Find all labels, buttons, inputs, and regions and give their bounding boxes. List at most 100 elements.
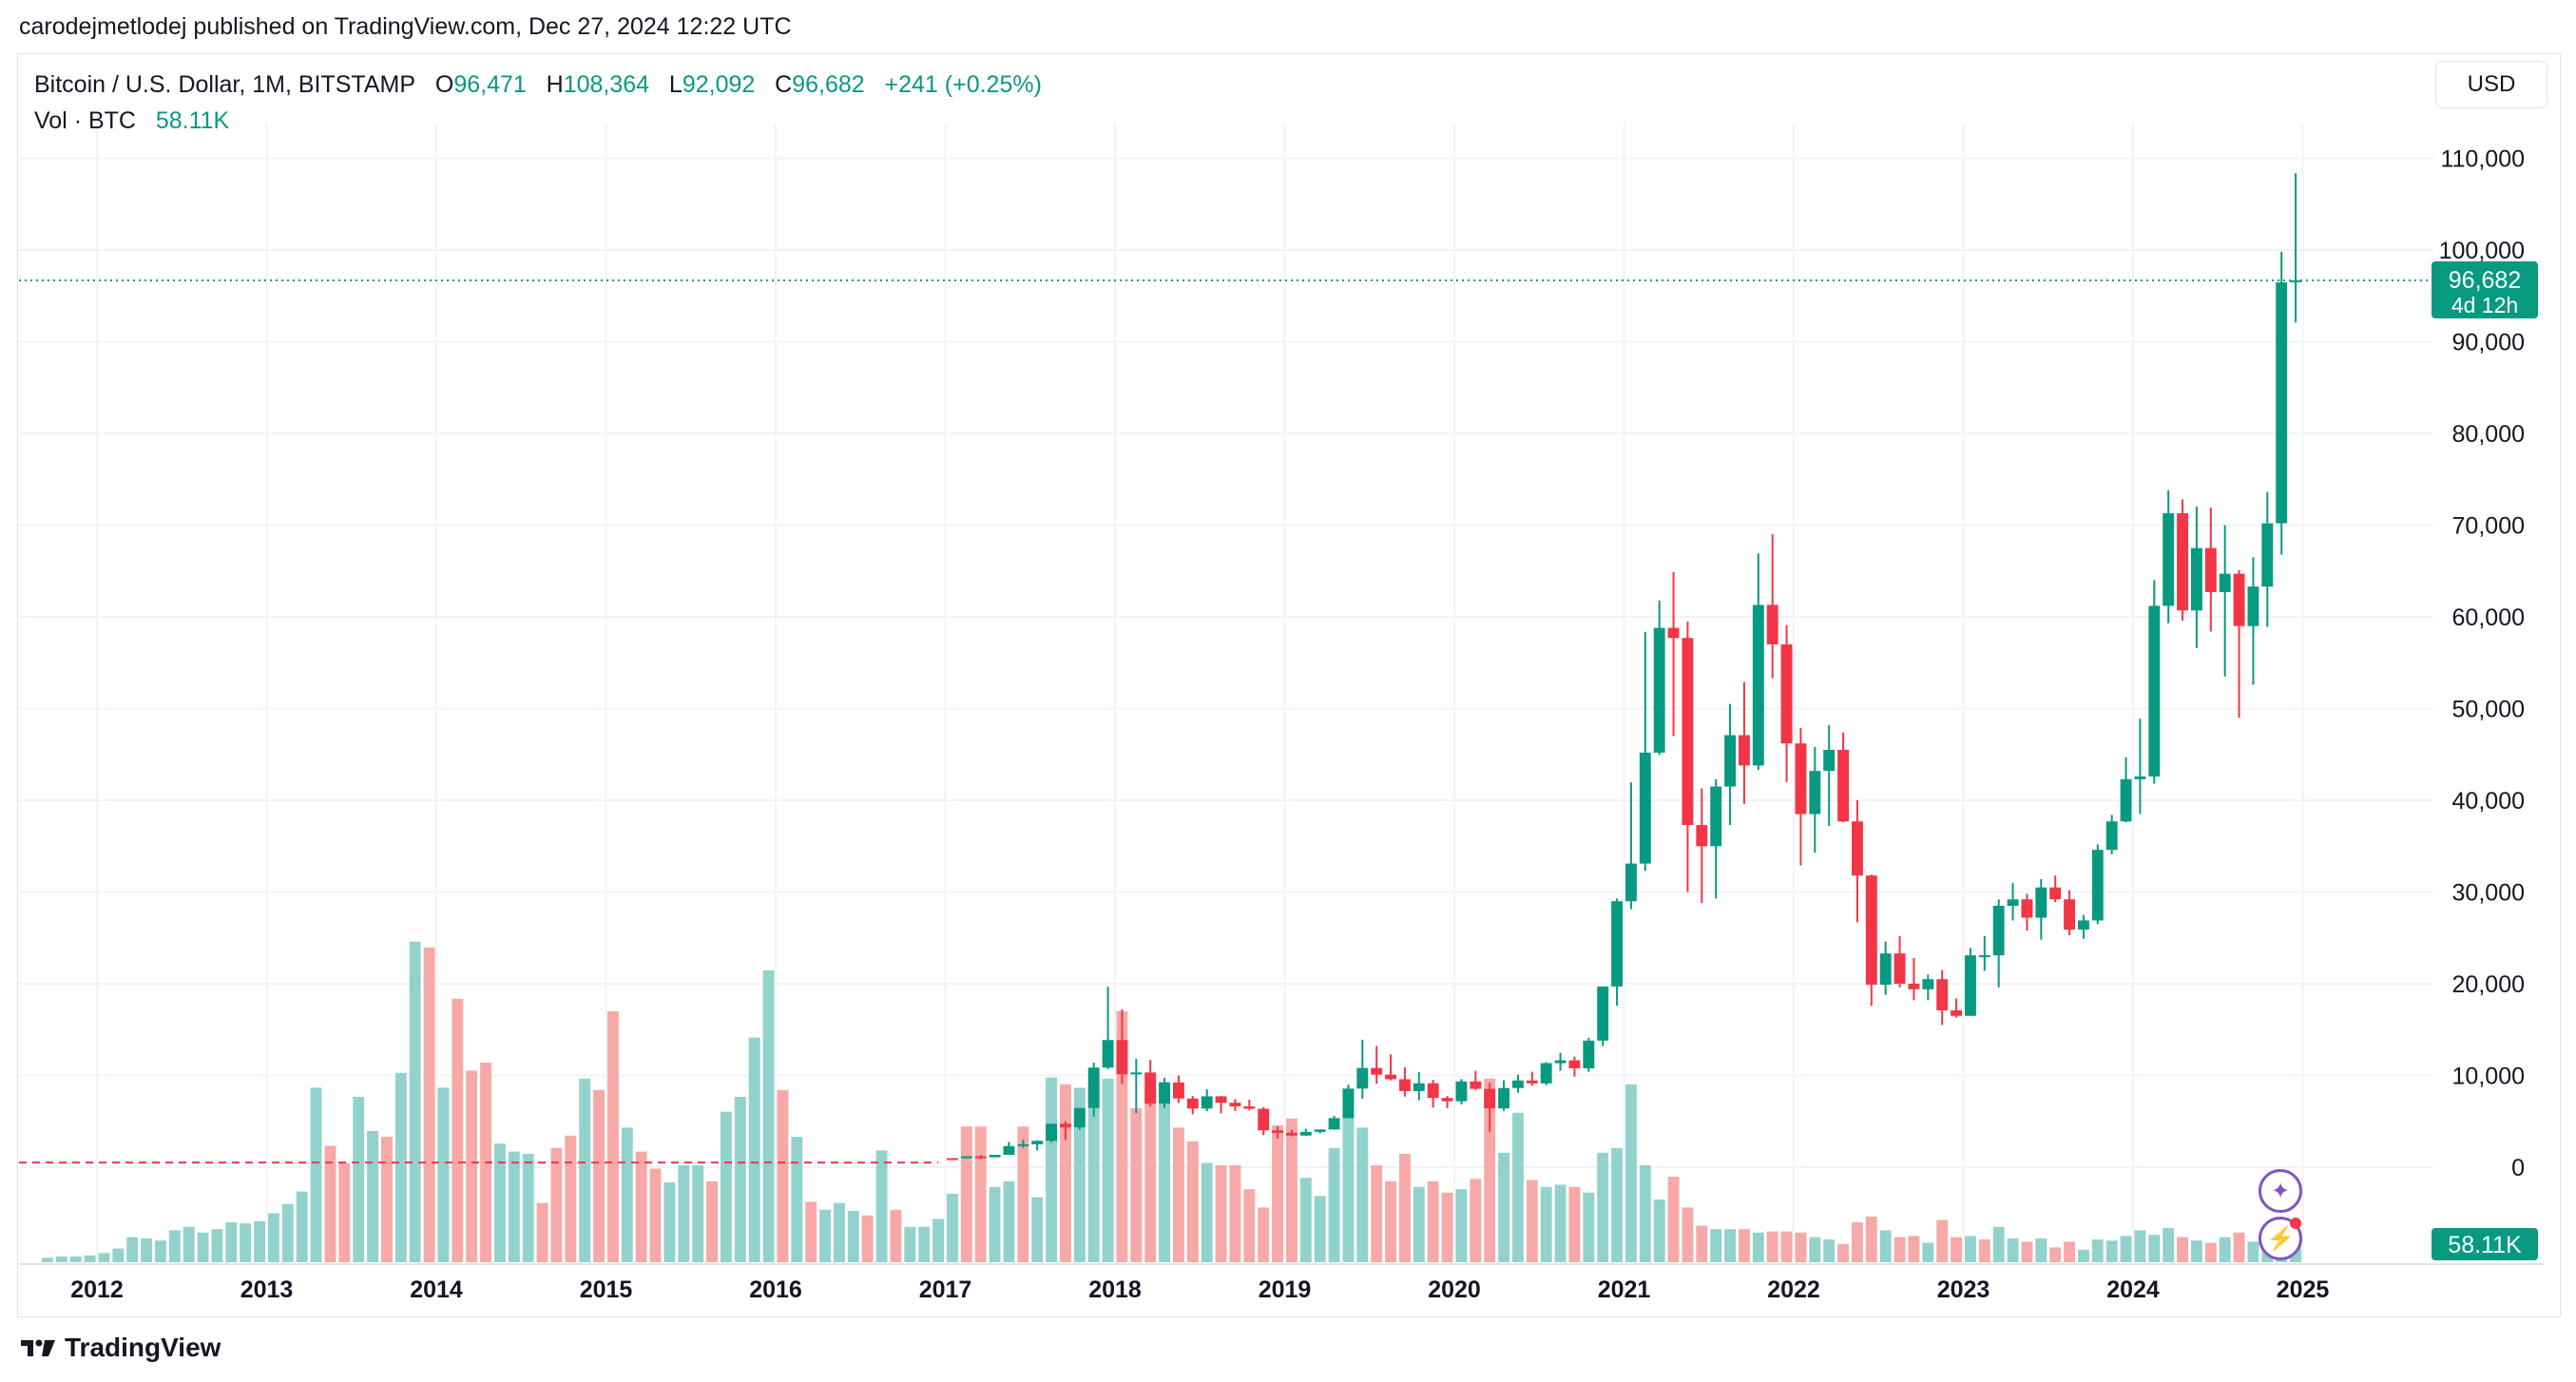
volume-bar [55,1257,67,1262]
volume-bar [1356,1127,1369,1262]
volume-bar [1879,1230,1892,1262]
candle-body [1130,1072,1143,1075]
volume-bar [1427,1180,1439,1262]
candle-body [1795,743,1807,815]
volume-bar [211,1229,223,1262]
legend-symbol[interactable]: Bitcoin / U.S. Dollar, 1M, BITSTAMP [34,71,416,98]
volume-bar [112,1248,125,1262]
x-tick-label: 2024 [2106,1276,2160,1303]
candle-body [1851,821,1863,876]
volume-bar [1554,1184,1567,1262]
volume-bar [197,1232,209,1262]
candle-body [1611,901,1624,987]
candle-body [1738,735,1750,766]
volume-bar [1314,1196,1326,1262]
volume-bar [338,1162,351,1262]
volume-bar [1130,1108,1143,1262]
candle-body [2148,605,2161,777]
candle-body [2091,850,2104,921]
candle-body [1766,605,1778,644]
volume-bar [593,1089,606,1262]
candle-body [1823,749,1836,772]
volume-bar [1201,1162,1213,1262]
candle-body [2204,547,2217,592]
volume-bar [1229,1165,1241,1262]
candle-body [1865,875,1877,985]
x-tick-label: 2017 [919,1276,972,1303]
volume-bar [1470,1179,1482,1262]
volume-bar [1851,1222,1863,1262]
volume-bar [833,1202,845,1262]
candle-body [1682,638,1694,826]
volume-bar [310,1087,322,1262]
currency-button[interactable]: USD [2435,61,2547,108]
x-tick-label: 2014 [410,1276,463,1303]
branding-text: TradingView [65,1333,221,1362]
candle-body [2261,523,2274,587]
y-tick-label: 60,000 [2452,605,2525,631]
volume-bar [805,1201,817,1262]
branding[interactable]: TradingView [19,1333,221,1363]
x-tick-label: 2022 [1767,1276,1820,1303]
candle-body [2290,280,2302,283]
volume-bar [1455,1189,1468,1262]
volume-bar [1639,1165,1651,1262]
candle-body [1229,1103,1241,1107]
candle-body [1371,1067,1383,1075]
volume-bar [649,1168,662,1262]
candle-body [2105,821,2118,851]
candle-body [946,1158,958,1161]
volume-bar [380,1137,393,1262]
volume-bar [1696,1225,1708,1262]
candle-body [1809,771,1821,815]
volume-bar [932,1219,945,1262]
legend-volume-label[interactable]: Vol · BTC [34,107,136,134]
volume-bar [890,1209,902,1262]
volume-bar [1837,1243,1850,1262]
candle-body [1299,1131,1312,1136]
volume-bar [2120,1236,2132,1262]
candle-body [2219,573,2231,592]
lightning-icon[interactable]: ⚡ [2259,1217,2302,1260]
volume-bar [861,1215,874,1262]
candle-body [1540,1063,1552,1084]
volume-bar [69,1257,82,1262]
volume-bar [847,1211,859,1262]
volume-bar [2064,1241,2076,1262]
volume-bar [1597,1152,1609,1262]
candle-body [1172,1082,1184,1099]
volume-bar [1059,1084,1071,1262]
volume-bar [1653,1200,1665,1262]
volume-bar [550,1148,563,1262]
sparkle-icon[interactable]: ✦ [2259,1169,2302,1213]
candle-body [1215,1096,1227,1104]
legend-low-label: L [668,71,682,98]
candle-body [960,1156,972,1159]
y-tick-label: 20,000 [2452,971,2525,998]
candle-body [989,1154,1001,1158]
x-tick-label: 2020 [1428,1276,1481,1303]
candle-body [1385,1074,1397,1080]
volume-bar [1328,1148,1340,1262]
volume-bar [1046,1077,1058,1262]
candle-body [1441,1098,1453,1102]
volume-bar [1766,1231,1778,1262]
candle-body [1046,1123,1058,1142]
candle-body [1285,1132,1298,1136]
volume-bar [2134,1230,2146,1262]
candle-body [2233,573,2245,626]
candle-body [1597,986,1609,1041]
volume-bar [1031,1197,1044,1262]
volume-bar [1978,1239,1990,1262]
candle-body [1356,1067,1369,1089]
notification-dot [2290,1218,2301,1229]
volume-bar [946,1194,958,1262]
volume-bar [734,1097,746,1262]
volume-bar [1511,1112,1524,1262]
volume-bar [1710,1229,1722,1262]
volume-tag-value: 58.11K [2448,1232,2522,1258]
candle-body [1583,1040,1595,1068]
volume-bar [1951,1237,1963,1262]
volume-bar [2077,1249,2089,1262]
